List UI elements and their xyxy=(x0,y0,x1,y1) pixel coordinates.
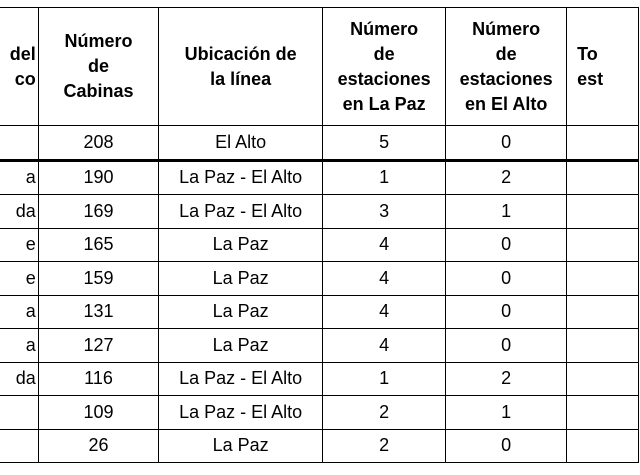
cell-stations-la-paz: 3 xyxy=(322,194,447,229)
header-stations-la-paz: Número de estaciones en La Paz xyxy=(322,7,447,126)
cell-name-col: da xyxy=(0,194,39,229)
header-line: de xyxy=(495,43,517,64)
cell-name-col: a xyxy=(0,294,39,329)
cell-stations-el-alto: 2 xyxy=(445,361,568,396)
cell-stations-la-paz: 2 xyxy=(322,395,447,430)
header-line: en El Alto xyxy=(464,93,548,114)
header-line: la línea xyxy=(210,68,272,89)
cell-stations-el-alto: 0 xyxy=(445,328,568,363)
table-row: e 165 La Paz 4 0 xyxy=(0,227,639,262)
cell-location: La Paz xyxy=(158,328,324,363)
table-row: da 116 La Paz - El Alto 1 2 xyxy=(0,361,639,396)
cell-location: La Paz - El Alto xyxy=(158,361,324,396)
header-line: estaciones xyxy=(459,68,553,89)
cell-total-stations xyxy=(566,428,639,463)
cell-stations-la-paz: 4 xyxy=(322,328,447,363)
cell-name-col: da xyxy=(0,361,39,396)
cell-total-stations xyxy=(566,395,639,430)
table-row: e 159 La Paz 4 0 xyxy=(0,261,639,296)
cell-total-stations xyxy=(566,261,639,296)
cell-cabins: 116 xyxy=(37,361,160,396)
cell-cabins: 127 xyxy=(37,328,160,363)
cell-location: El Alto xyxy=(158,125,324,162)
cell-name-col xyxy=(0,428,39,463)
cell-total-stations xyxy=(566,294,639,329)
header-line: co xyxy=(14,68,36,89)
header-line: Número xyxy=(350,18,419,39)
header-line: del xyxy=(9,43,36,64)
cell-stations-la-paz: 4 xyxy=(322,227,447,262)
cell-cabins: 109 xyxy=(37,395,160,430)
cell-location: La Paz - El Alto xyxy=(158,194,324,229)
cell-stations-la-paz: 4 xyxy=(322,294,447,329)
cell-cabins: 165 xyxy=(37,227,160,262)
header-total-stations: To est xyxy=(566,7,639,126)
cell-stations-la-paz: 5 xyxy=(322,125,447,162)
cell-stations-la-paz: 1 xyxy=(322,159,447,195)
cell-stations-el-alto: 0 xyxy=(445,125,568,162)
header-line: de xyxy=(373,43,395,64)
cell-cabins: 208 xyxy=(37,125,160,162)
header-name-col: del co xyxy=(0,7,39,126)
cell-stations-la-paz: 2 xyxy=(322,428,447,463)
cell-total-stations xyxy=(566,159,639,195)
cell-location: La Paz - El Alto xyxy=(158,159,324,195)
cell-total-stations xyxy=(566,328,639,363)
table-row: da 169 La Paz - El Alto 3 1 xyxy=(0,194,639,229)
table-row: a 190 La Paz - El Alto 1 2 xyxy=(0,159,639,195)
cell-stations-el-alto: 0 xyxy=(445,294,568,329)
cell-cabins: 26 xyxy=(37,428,160,463)
header-line: Ubicación de xyxy=(184,43,297,64)
cell-location: La Paz xyxy=(158,261,324,296)
header-line: To xyxy=(577,43,598,64)
lines-table: del co Número de Cabinas Ubicación de la línea… xyxy=(0,7,639,463)
table-row: 26 La Paz 2 0 xyxy=(0,428,639,463)
header-row: del co Número de Cabinas Ubicación de la línea… xyxy=(0,7,639,126)
cell-location: La Paz xyxy=(158,428,324,463)
cell-name-col: e xyxy=(0,227,39,262)
table-row: a 131 La Paz 4 0 xyxy=(0,294,639,329)
header-line: de xyxy=(87,56,109,76)
header-line: Número xyxy=(472,18,541,39)
table-row: 208 El Alto 5 0 xyxy=(0,125,639,162)
cell-total-stations xyxy=(566,227,639,262)
cell-name-col: a xyxy=(0,159,39,195)
header-stations-el-alto: Número de estaciones en El Alto xyxy=(445,7,568,126)
header-location: Ubicación de la línea xyxy=(158,7,324,126)
cell-stations-la-paz: 1 xyxy=(322,361,447,396)
header-line: en La Paz xyxy=(342,93,426,114)
cell-location: La Paz xyxy=(158,294,324,329)
cell-stations-el-alto: 0 xyxy=(445,227,568,262)
cell-stations-el-alto: 1 xyxy=(445,194,568,229)
header-line: Número xyxy=(64,31,133,51)
cell-stations-el-alto: 0 xyxy=(445,261,568,296)
table-row: a 127 La Paz 4 0 xyxy=(0,328,639,363)
cell-total-stations xyxy=(566,361,639,396)
cell-location: La Paz - El Alto xyxy=(158,395,324,430)
header-line: estaciones xyxy=(337,68,431,89)
cell-total-stations xyxy=(566,194,639,229)
header-cabins: Número de Cabinas xyxy=(37,7,160,126)
cell-location: La Paz xyxy=(158,227,324,262)
cell-cabins: 131 xyxy=(37,294,160,329)
table-row: 109 La Paz - El Alto 2 1 xyxy=(0,395,639,430)
cell-stations-el-alto: 2 xyxy=(445,159,568,195)
cell-cabins: 159 xyxy=(37,261,160,296)
cell-cabins: 190 xyxy=(37,159,160,195)
cell-name-col xyxy=(0,395,39,430)
header-line: est xyxy=(577,68,604,89)
cell-stations-el-alto: 0 xyxy=(445,428,568,463)
header-line: Cabinas xyxy=(63,81,134,101)
cell-cabins: 169 xyxy=(37,194,160,229)
cell-name-col xyxy=(0,125,39,162)
cell-name-col: e xyxy=(0,261,39,296)
cell-total-stations xyxy=(566,125,639,162)
cell-stations-el-alto: 1 xyxy=(445,395,568,430)
cell-stations-la-paz: 4 xyxy=(322,261,447,296)
cell-name-col: a xyxy=(0,328,39,363)
